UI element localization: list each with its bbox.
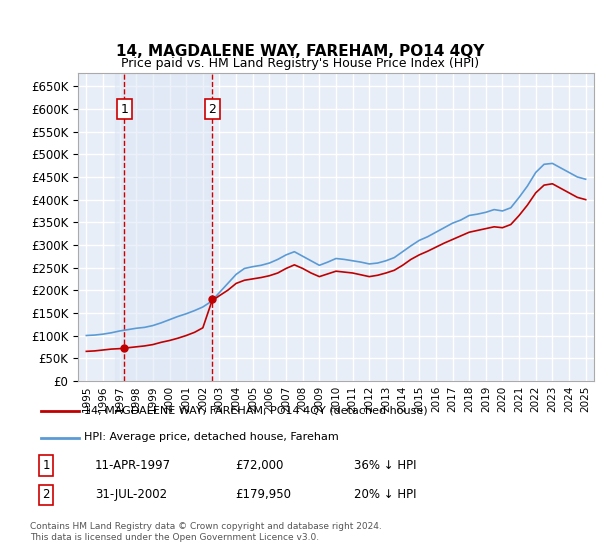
Text: 1: 1 — [43, 459, 50, 472]
Text: 36% ↓ HPI: 36% ↓ HPI — [354, 459, 416, 472]
Text: Price paid vs. HM Land Registry's House Price Index (HPI): Price paid vs. HM Land Registry's House … — [121, 57, 479, 70]
Bar — [115, 73, 211, 381]
Text: £72,000: £72,000 — [235, 459, 284, 472]
Text: 11-APR-1997: 11-APR-1997 — [95, 459, 171, 472]
Text: This data is licensed under the Open Government Licence v3.0.: This data is licensed under the Open Gov… — [30, 533, 319, 543]
Text: 20% ↓ HPI: 20% ↓ HPI — [354, 488, 416, 501]
Text: 2: 2 — [209, 102, 217, 115]
Text: Contains HM Land Registry data © Crown copyright and database right 2024.: Contains HM Land Registry data © Crown c… — [30, 522, 382, 531]
Text: 2: 2 — [43, 488, 50, 501]
Text: 14, MAGDALENE WAY, FAREHAM, PO14 4QY: 14, MAGDALENE WAY, FAREHAM, PO14 4QY — [116, 44, 484, 59]
Text: 31-JUL-2002: 31-JUL-2002 — [95, 488, 167, 501]
Text: HPI: Average price, detached house, Fareham: HPI: Average price, detached house, Fare… — [84, 432, 339, 442]
Text: 1: 1 — [121, 102, 128, 115]
Text: £179,950: £179,950 — [235, 488, 291, 501]
Text: 14, MAGDALENE WAY, FAREHAM, PO14 4QY (detached house): 14, MAGDALENE WAY, FAREHAM, PO14 4QY (de… — [84, 406, 428, 416]
